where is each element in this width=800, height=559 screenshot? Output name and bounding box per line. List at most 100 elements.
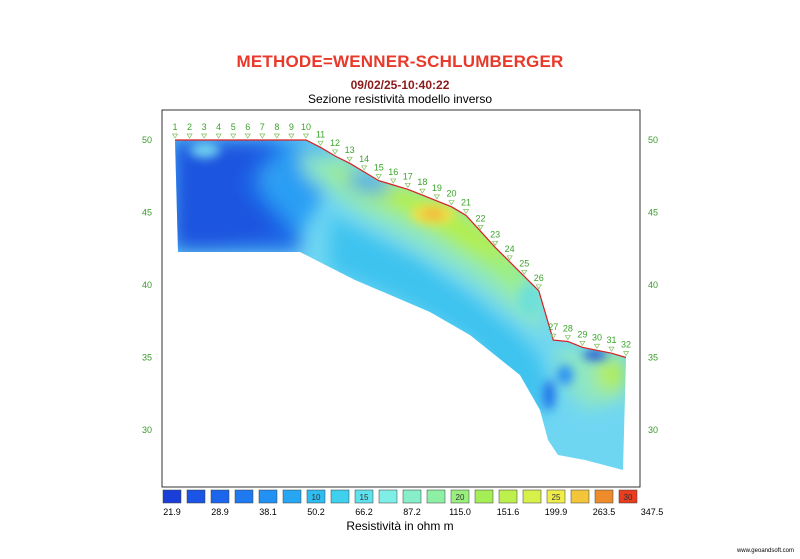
electrode-marker bbox=[244, 133, 251, 139]
electrode-marker bbox=[361, 165, 368, 171]
legend-value-label: 115.0 bbox=[449, 507, 471, 517]
electrode-marker bbox=[608, 346, 615, 352]
electrode-label: 8 bbox=[274, 122, 279, 132]
electrode-label: 15 bbox=[374, 163, 384, 173]
electrode-label: 26 bbox=[534, 273, 544, 283]
electrode-label: 4 bbox=[216, 122, 221, 132]
legend-value-label: 87.2 bbox=[403, 507, 421, 517]
electrode-label: 5 bbox=[231, 122, 236, 132]
legend-swatch bbox=[330, 489, 350, 504]
legend-value-label: 66.2 bbox=[355, 507, 373, 517]
electrode-marker bbox=[448, 200, 455, 206]
electrode-marker bbox=[331, 149, 339, 155]
electrode-marker bbox=[317, 140, 324, 146]
legend-swatch bbox=[522, 489, 542, 504]
electrode-label: 20 bbox=[446, 189, 456, 199]
electrode-label: 21 bbox=[461, 197, 471, 207]
electrode-marker bbox=[186, 133, 193, 139]
electrode-label: 12 bbox=[330, 138, 340, 148]
electrode-marker bbox=[535, 284, 542, 290]
legend-swatch bbox=[498, 489, 518, 504]
electrode-marker bbox=[200, 133, 208, 139]
chart-title: METHODE=WENNER-SCHLUMBERGER bbox=[236, 52, 564, 71]
electrode-label: 16 bbox=[388, 167, 398, 177]
legend-swatch bbox=[162, 489, 182, 504]
electrode-label: 3 bbox=[202, 122, 207, 132]
electrode-label: 17 bbox=[403, 171, 413, 181]
legend-value-label: 28.9 bbox=[211, 507, 229, 517]
legend-value-label: 151.6 bbox=[497, 507, 520, 517]
electrode-marker bbox=[433, 194, 441, 200]
legend-swatch bbox=[210, 489, 230, 504]
electrode-marker bbox=[346, 156, 353, 162]
legend-inside-label: 20 bbox=[456, 493, 465, 502]
electrode-label: 25 bbox=[519, 258, 529, 268]
electrode-label: 30 bbox=[592, 332, 602, 342]
legend-value-label: 50.2 bbox=[307, 507, 325, 517]
electrode-markers bbox=[171, 133, 630, 357]
electrode-label: 13 bbox=[345, 145, 355, 155]
electrode-label: 6 bbox=[245, 122, 250, 132]
y-tick-label: 50 bbox=[142, 135, 152, 145]
electrode-marker bbox=[259, 133, 266, 139]
y-tick-label: 50 bbox=[648, 135, 658, 145]
legend-swatch bbox=[282, 489, 302, 504]
y-tick-label: 45 bbox=[142, 208, 152, 218]
legend-units-label: Resistività in ohm m bbox=[346, 519, 454, 533]
electrode-marker bbox=[564, 335, 571, 341]
electrode-marker bbox=[171, 133, 179, 139]
electrode-marker bbox=[404, 182, 411, 188]
electrode-marker bbox=[462, 209, 470, 215]
legend-swatch bbox=[186, 489, 206, 504]
legend-swatch bbox=[234, 489, 254, 504]
legend-swatch bbox=[426, 489, 446, 504]
electrode-marker bbox=[550, 333, 557, 339]
legend-inside-label: 10 bbox=[312, 493, 321, 502]
chart-subtitle: Sezione resistività modello inverso bbox=[307, 92, 493, 106]
legend-value-label: 38.1 bbox=[259, 507, 277, 517]
electrode-marker bbox=[491, 240, 499, 246]
electrode-marker bbox=[375, 174, 382, 180]
electrode-label: 29 bbox=[577, 329, 587, 339]
electrode-label: 27 bbox=[548, 322, 558, 332]
electrode-label: 28 bbox=[563, 324, 573, 334]
chart-datetime: 09/02/25-10:40:22 bbox=[350, 78, 450, 92]
electrode-label: 9 bbox=[289, 122, 294, 132]
electrode-label: 22 bbox=[476, 213, 486, 223]
legend-inside-label: 15 bbox=[360, 493, 369, 502]
electrode-label: 14 bbox=[359, 154, 369, 164]
electrode-marker bbox=[593, 343, 601, 349]
electrode-label: 7 bbox=[260, 122, 265, 132]
color-legend: 10 15 20 25 30 21.9 28.9 38.1 50.2 66.2 87.2 115.0 1… bbox=[162, 489, 664, 517]
legend-swatch bbox=[450, 489, 470, 504]
legend-swatch bbox=[546, 489, 566, 504]
legend-value-label: 347.5 bbox=[641, 507, 664, 517]
topography-line bbox=[175, 139, 627, 359]
y-tick-label: 45 bbox=[648, 208, 658, 218]
electrode-label: 2 bbox=[187, 122, 192, 132]
y-tick-label: 40 bbox=[648, 280, 658, 290]
electrode-label: 19 bbox=[432, 183, 442, 193]
electrode-label: 24 bbox=[505, 244, 515, 254]
legend-swatch bbox=[354, 489, 374, 504]
y-tick-label: 30 bbox=[648, 425, 658, 435]
legend-value-label: 199.9 bbox=[545, 507, 568, 517]
y-tick-label: 40 bbox=[142, 280, 152, 290]
y-tick-label: 30 bbox=[142, 425, 152, 435]
legend-value-label: 263.5 bbox=[593, 507, 616, 517]
y-tick-label: 35 bbox=[648, 353, 658, 363]
legend-swatch bbox=[402, 489, 422, 504]
legend-swatch bbox=[378, 489, 398, 504]
electrode-marker bbox=[273, 133, 280, 139]
electrode-label: 1 bbox=[172, 122, 177, 132]
legend-swatch bbox=[570, 489, 590, 504]
electrode-label: 11 bbox=[316, 129, 325, 139]
legend-inside-label: 25 bbox=[552, 493, 561, 502]
electrode-label: 18 bbox=[417, 177, 427, 187]
electrode-label: 23 bbox=[490, 229, 500, 239]
electrode-marker bbox=[579, 341, 586, 347]
legend-swatch bbox=[594, 489, 614, 504]
legend-swatch bbox=[618, 489, 638, 504]
electrode-marker bbox=[215, 133, 222, 139]
